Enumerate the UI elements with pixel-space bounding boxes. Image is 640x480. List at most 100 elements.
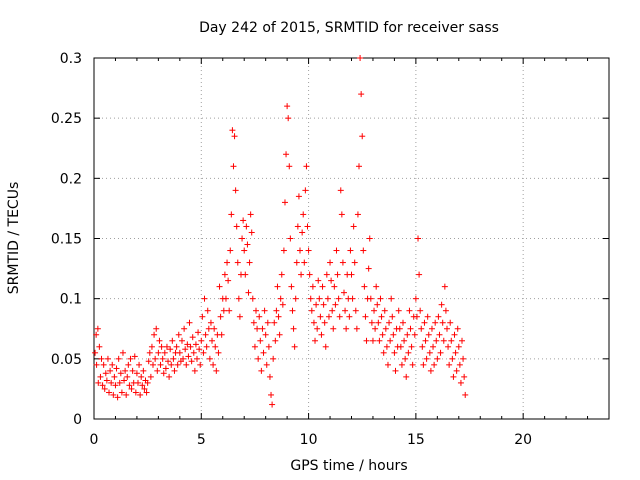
data-point — [320, 301, 327, 308]
data-point — [332, 301, 339, 308]
data-point — [356, 163, 363, 170]
data-point — [161, 349, 168, 356]
data-point — [303, 163, 310, 170]
data-point — [216, 283, 223, 290]
data-point — [426, 349, 433, 356]
data-point — [291, 343, 298, 350]
data-point — [182, 346, 189, 353]
data-point — [432, 319, 439, 326]
data-point — [118, 389, 125, 396]
data-point — [403, 373, 410, 380]
data-point — [192, 341, 199, 348]
data-point — [211, 325, 218, 332]
data-point — [190, 349, 197, 356]
data-point — [336, 313, 343, 320]
data-point — [449, 355, 456, 362]
data-point — [109, 361, 116, 368]
data-point — [226, 307, 233, 314]
data-point — [373, 283, 380, 290]
data-point — [157, 361, 164, 368]
data-point — [318, 331, 325, 338]
data-point — [251, 343, 258, 350]
data-point — [119, 349, 126, 356]
data-point — [328, 277, 335, 284]
data-point — [127, 355, 134, 362]
data-point — [369, 337, 376, 344]
x-tick-label: 0 — [90, 432, 99, 448]
data-point — [185, 353, 192, 360]
data-point — [245, 289, 252, 296]
data-point — [306, 271, 313, 278]
data-point — [423, 355, 430, 362]
data-point — [357, 55, 364, 61]
data-point — [368, 319, 375, 326]
data-point — [372, 325, 379, 332]
data-point — [163, 343, 170, 350]
data-point — [265, 343, 272, 350]
data-point — [439, 319, 446, 326]
data-point — [186, 319, 193, 326]
data-point — [117, 370, 124, 377]
data-point — [102, 370, 109, 377]
data-point — [203, 343, 210, 350]
data-point — [261, 307, 268, 314]
data-point — [420, 361, 427, 368]
data-point — [358, 91, 365, 98]
data-point — [143, 389, 150, 396]
data-point — [116, 379, 123, 386]
data-point — [460, 355, 467, 362]
data-point — [442, 307, 449, 314]
data-point — [173, 343, 180, 350]
data-point — [459, 337, 466, 344]
data-point — [331, 283, 338, 290]
data-point — [180, 355, 187, 362]
data-point — [417, 307, 424, 314]
data-point — [438, 301, 445, 308]
data-point — [122, 367, 129, 374]
data-point — [387, 337, 394, 344]
data-point — [147, 373, 154, 380]
data-point — [133, 370, 140, 377]
data-point — [228, 211, 235, 218]
data-point — [171, 367, 178, 374]
data-point — [184, 341, 191, 348]
data-point — [294, 223, 301, 230]
data-point — [276, 331, 283, 338]
data-point — [254, 325, 261, 332]
data-point — [97, 373, 104, 380]
data-point — [249, 295, 256, 302]
data-point — [289, 307, 296, 314]
data-point — [363, 337, 370, 344]
data-point — [176, 349, 183, 356]
data-point — [379, 331, 386, 338]
data-point — [340, 289, 347, 296]
data-point — [210, 361, 217, 368]
data-point — [162, 365, 169, 372]
data-point — [113, 365, 120, 372]
data-point — [204, 307, 211, 314]
data-point — [106, 389, 113, 396]
data-point — [278, 271, 285, 278]
data-point — [152, 355, 159, 362]
data-point — [314, 325, 321, 332]
data-point — [234, 259, 241, 266]
data-point — [183, 361, 190, 368]
data-point — [206, 355, 213, 362]
data-point — [366, 235, 373, 242]
data-point — [337, 187, 344, 194]
data-point — [136, 361, 143, 368]
data-point — [275, 313, 282, 320]
data-point — [456, 361, 463, 368]
data-point — [115, 355, 122, 362]
data-point — [134, 379, 141, 386]
data-point — [445, 343, 452, 350]
data-point — [110, 391, 117, 398]
data-point — [310, 319, 317, 326]
data-point — [374, 301, 381, 308]
data-point — [166, 373, 173, 380]
data-point — [151, 331, 158, 338]
data-point — [313, 301, 320, 308]
data-point — [195, 329, 202, 336]
x-axis-label: GPS time / hours — [290, 458, 407, 474]
